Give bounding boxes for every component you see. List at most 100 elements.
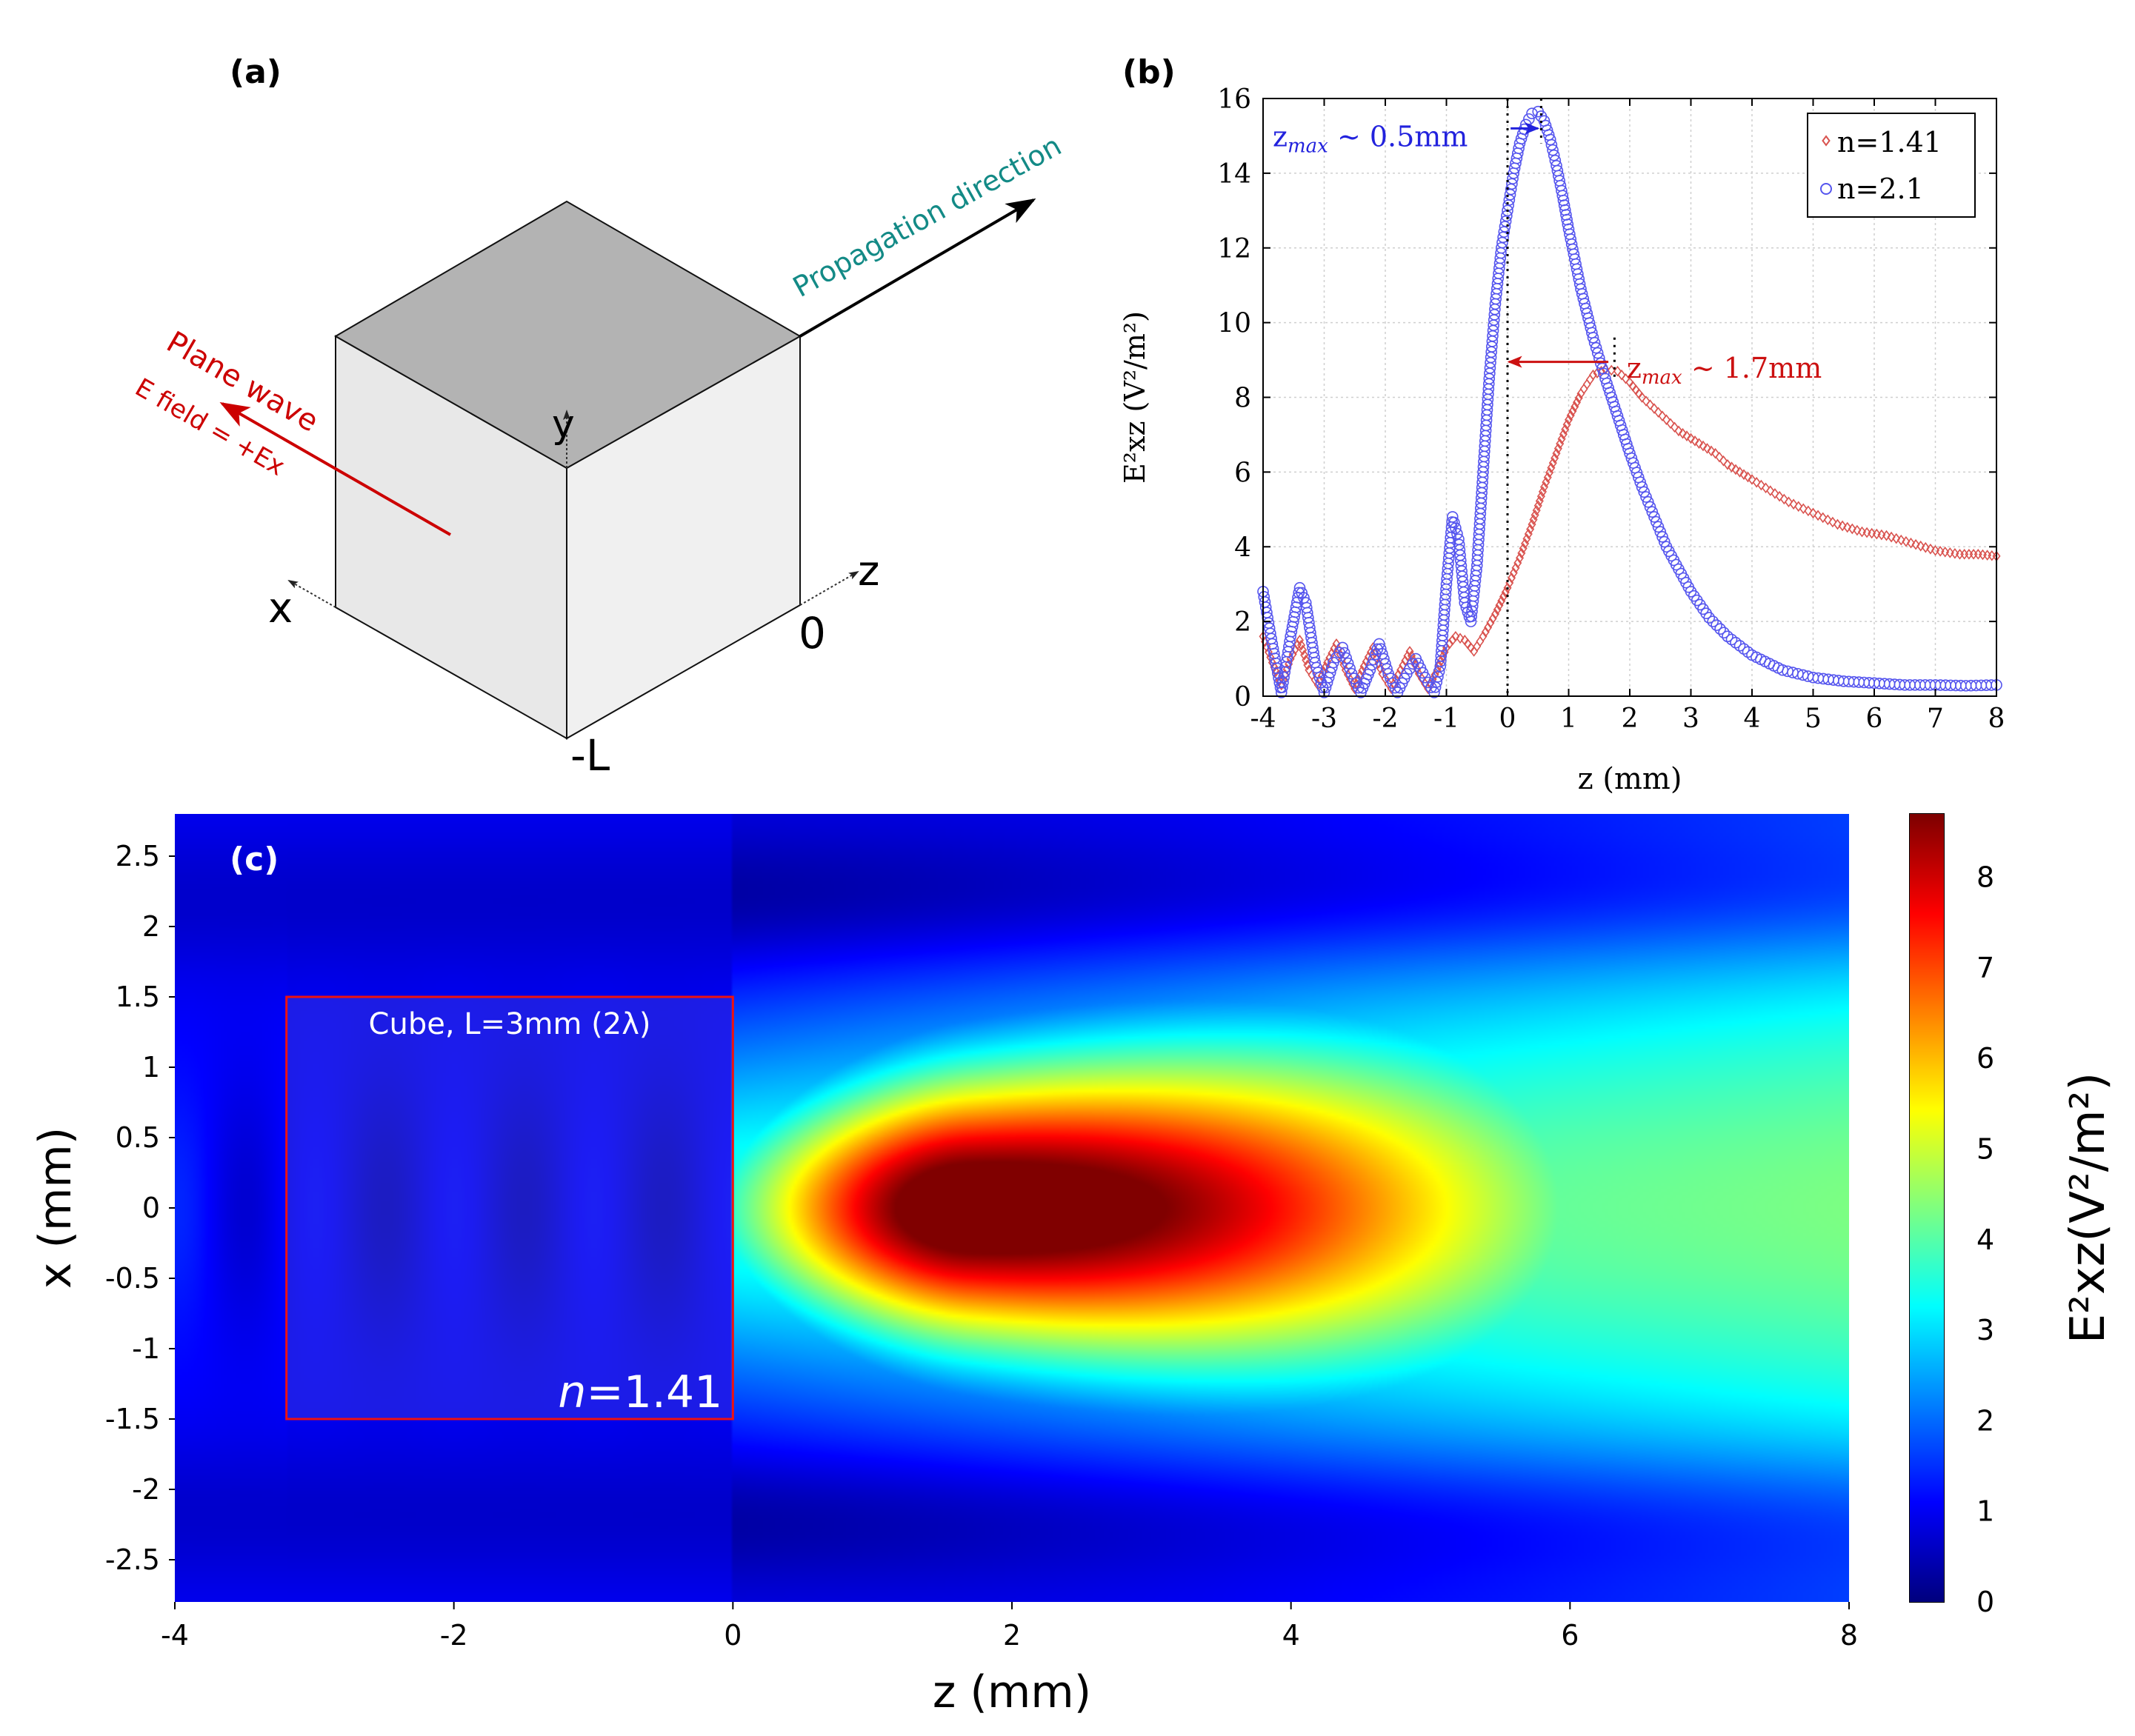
annotation-blue-sub: max [1288,135,1328,157]
heat-x-tick-label: 8 [1840,1619,1858,1652]
data-point [1636,481,1648,493]
data-point [1430,669,1439,681]
data-point [1401,655,1410,667]
data-point [1828,516,1837,528]
heat-y-tick-label: 2.5 [116,840,160,872]
data-point [1779,493,1788,505]
data-point [1718,627,1730,639]
data-point [1728,461,1736,473]
z-axis-arrow [799,571,859,606]
y-tick-label: 12 [1217,234,1251,264]
data-point [1264,647,1273,658]
y-tick-label: 16 [1217,84,1251,115]
data-point [1296,587,1308,599]
data-point [1699,440,1708,452]
data-point [1799,503,1808,515]
data-point [1725,633,1738,646]
data-point [1547,144,1559,156]
data-point [1573,396,1581,408]
data-point [1476,635,1485,647]
data-point [1916,540,1925,552]
data-point [1723,458,1732,470]
data-point [1853,524,1862,536]
data-point [1593,352,1605,364]
data-point [1450,522,1462,534]
data-point [1642,495,1654,508]
data-point [1566,410,1575,421]
x-tick-label: -3 [1311,704,1337,734]
data-point [1300,650,1309,661]
data-point [1951,547,1959,559]
data-point [1936,545,1945,557]
x-tick-label: 6 [1866,704,1883,734]
data-point [1545,138,1558,151]
data-point [1428,687,1440,698]
data-point [1290,644,1299,655]
data-point [1622,373,1630,384]
data-point [1703,612,1716,624]
data-point [1488,612,1497,624]
data-point [1858,526,1866,538]
data-point [1656,530,1668,543]
colorbar-tick-label: 7 [1976,952,1994,984]
data-point [1921,541,1930,553]
data-point [1338,647,1350,659]
data-point [1293,581,1306,594]
data-point [1646,399,1654,410]
data-point [1969,549,1978,560]
data-point [1495,599,1504,611]
data-point [1299,644,1308,656]
colorbar-image [1910,814,1944,1602]
heat-y-tick-label: 1.5 [116,981,160,1013]
data-point [1877,529,1886,541]
x-axis-arrow [287,580,336,608]
data-point [1451,630,1460,642]
data-point [1662,414,1671,426]
propagation-arrow [799,198,1036,338]
heat-x-tick-label: 6 [1561,1619,1579,1652]
x-tick-label: 1 [1560,704,1577,734]
origin-label: 0 [799,608,826,658]
data-point [1579,383,1588,395]
data-point [1544,133,1556,146]
plot-b-ylabel: E²xz (V²/m²) [1119,311,1151,484]
data-point [1646,506,1659,518]
data-point [1794,501,1803,513]
data-point [1582,378,1591,390]
data-point [1430,676,1443,688]
data-point [1756,479,1765,491]
data-point [1813,510,1822,521]
panel-c: -4 -2 0 2 4 6 8 2.5 2 1.5 1 0.5 0 -0.5 -1 -1.5 -2 -2.5 z (… [30,813,2116,1718]
annotation-blue: zmax ∼ 0.5mm [1273,120,1468,157]
data-point [1344,662,1356,675]
data-point [1738,643,1750,655]
heat-y-tick-label: 0.5 [116,1121,160,1154]
annotation-blue-value: ∼ 0.5mm [1328,120,1468,153]
data-point [1941,546,1950,558]
legend-marker-n141 [1822,135,1831,147]
legend: n=1.41 n=2.1 [1807,113,1976,218]
y-tick-label: 10 [1217,309,1251,339]
x-tick-label: 2 [1622,704,1639,734]
heat-x-tick-label: 0 [724,1619,742,1652]
x-tick-label: 8 [1988,704,2005,734]
data-point [1707,445,1716,457]
data-point [1648,511,1660,523]
data-point [1340,652,1352,664]
x-tick-label: 4 [1744,704,1761,734]
data-point [1926,543,1935,555]
colorbar-tick-label: 1 [1976,1495,1994,1528]
data-point [1565,414,1573,426]
data-point [1752,476,1761,488]
data-point [1595,357,1607,370]
data-point [1497,595,1506,607]
data-point [1687,433,1695,444]
data-point [1585,374,1594,385]
data-point [1481,626,1490,638]
legend-label-n141: n=1.41 [1837,126,1942,158]
y-tick-label: 6 [1234,458,1251,488]
heat-y-tick-label: -0.5 [105,1262,160,1295]
x-tick-label: -2 [1372,704,1398,734]
data-point [1342,657,1354,670]
